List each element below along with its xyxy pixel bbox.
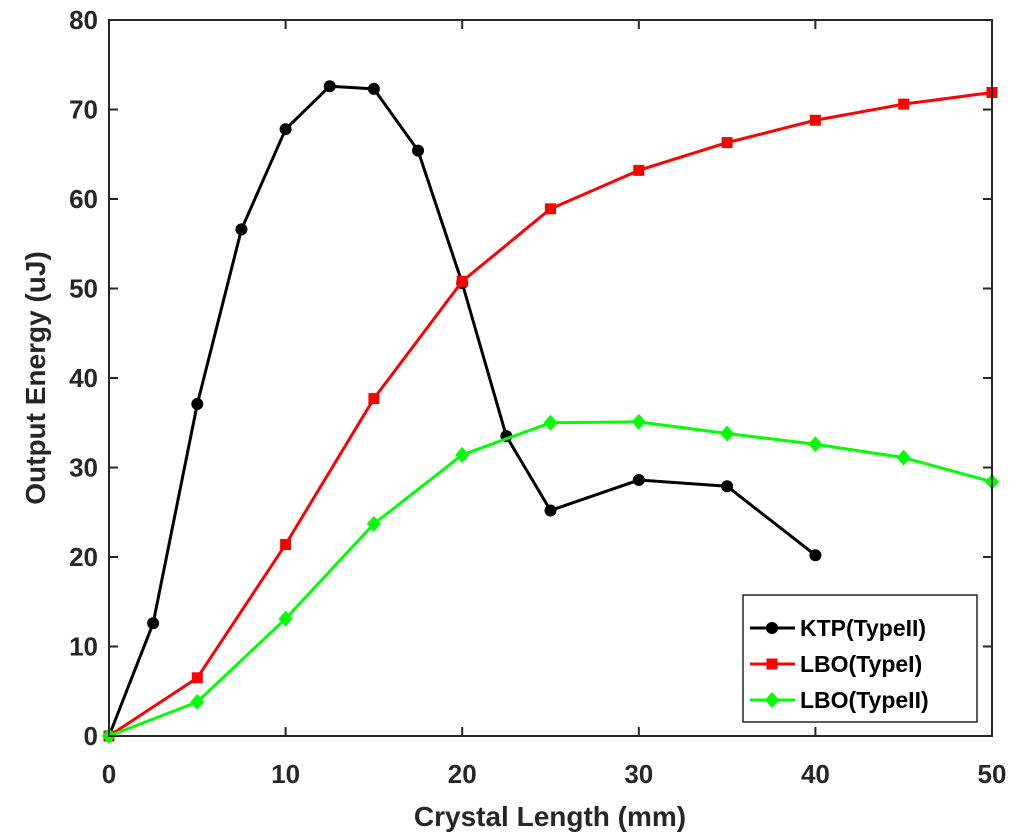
- x-tick-label: 50: [978, 759, 1007, 789]
- legend-marker: [766, 658, 778, 670]
- data-point: [455, 446, 470, 463]
- series-3: [102, 413, 999, 744]
- data-point: [191, 672, 203, 684]
- y-axis-label: Output Energy (uJ): [20, 251, 51, 505]
- data-point: [147, 617, 160, 630]
- x-tick-label: 40: [801, 759, 830, 789]
- data-point: [280, 538, 292, 550]
- legend-label: LBO(TypeII): [800, 687, 929, 713]
- data-point: [545, 203, 556, 215]
- data-point: [412, 144, 425, 157]
- data-point: [544, 504, 557, 517]
- y-tick-label: 60: [69, 184, 98, 214]
- y-tick-label: 20: [69, 542, 98, 572]
- data-point: [278, 610, 293, 627]
- ticks-layer: 0 10 20 30 40 50 0 10 20 30 40 50 60 70 80: [69, 5, 1006, 789]
- legend-label: KTP(TypeII): [800, 615, 926, 641]
- x-tick-label: 20: [448, 759, 477, 789]
- data-point: [721, 480, 734, 493]
- data-point: [898, 98, 910, 110]
- data-point: [235, 223, 248, 236]
- x-axis-label: Crystal Length (mm): [414, 801, 686, 832]
- legend-label: LBO(TypeI): [800, 651, 922, 677]
- data-point: [633, 164, 645, 176]
- y-tick-label: 80: [69, 5, 98, 35]
- data-point: [456, 275, 468, 287]
- data-point: [366, 515, 381, 532]
- y-tick-label: 30: [69, 453, 98, 483]
- data-point: [368, 393, 380, 405]
- x-tick-label: 10: [271, 759, 300, 789]
- data-point: [191, 397, 204, 410]
- data-point: [279, 123, 292, 136]
- series-line: [107, 84, 817, 737]
- data-point: [896, 449, 911, 466]
- x-tick-label: 0: [102, 759, 116, 789]
- y-tick-label: 40: [69, 363, 98, 393]
- legend: KTP(TypeII) LBO(TypeI) LBO(TypeII): [742, 594, 978, 723]
- data-point: [809, 549, 822, 562]
- legend-marker: [766, 622, 778, 634]
- data-point: [190, 693, 205, 710]
- data-point: [543, 414, 558, 431]
- data-point: [632, 474, 645, 487]
- data-point: [367, 82, 380, 95]
- data-point: [808, 436, 823, 453]
- x-tick-label: 30: [624, 759, 653, 789]
- legend-marker: [765, 692, 779, 708]
- data-point: [721, 137, 733, 149]
- y-tick-label: 0: [84, 721, 98, 751]
- data-point: [720, 425, 735, 442]
- y-tick-label: 10: [69, 632, 98, 662]
- data-point: [323, 80, 336, 93]
- series-layer: [102, 80, 999, 744]
- data-point: [809, 114, 821, 126]
- data-point: [631, 413, 646, 430]
- y-tick-label: 50: [69, 274, 98, 304]
- y-tick-label: 70: [69, 95, 98, 125]
